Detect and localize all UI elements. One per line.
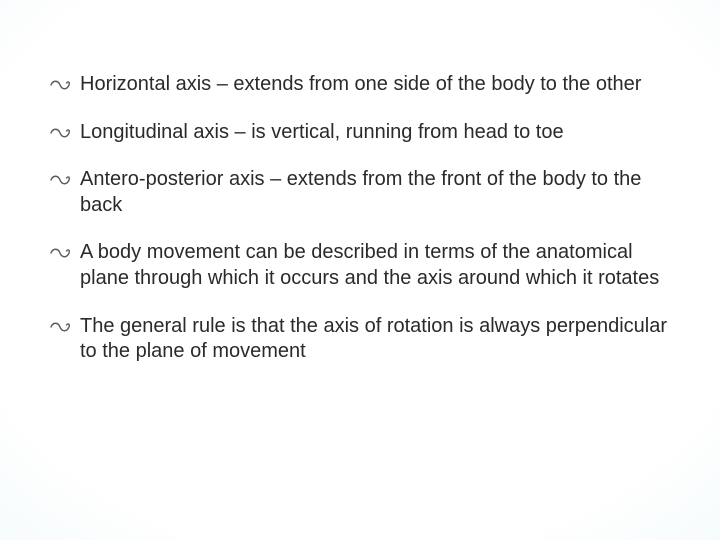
bullet-text: Antero-posterior axis – extends from the… xyxy=(80,168,641,216)
swirl-icon xyxy=(50,316,72,336)
bullet-text: Horizontal axis – extends from one side … xyxy=(80,73,641,95)
list-item: A body movement can be described in term… xyxy=(50,240,670,291)
bullet-list: Horizontal axis – extends from one side … xyxy=(50,72,670,365)
swirl-icon xyxy=(50,242,72,262)
swirl-icon xyxy=(50,122,72,142)
list-item: The general rule is that the axis of rot… xyxy=(50,314,670,365)
list-item: Antero-posterior axis – extends from the… xyxy=(50,167,670,218)
slide-content: Horizontal axis – extends from one side … xyxy=(50,72,670,387)
bullet-text: Longitudinal axis – is vertical, running… xyxy=(80,121,564,143)
bullet-text: A body movement can be described in term… xyxy=(80,241,659,289)
swirl-icon xyxy=(50,74,72,94)
list-item: Longitudinal axis – is vertical, running… xyxy=(50,120,670,146)
bullet-text: The general rule is that the axis of rot… xyxy=(80,315,667,363)
swirl-icon xyxy=(50,169,72,189)
list-item: Horizontal axis – extends from one side … xyxy=(50,72,670,98)
slide: Horizontal axis – extends from one side … xyxy=(0,0,720,540)
